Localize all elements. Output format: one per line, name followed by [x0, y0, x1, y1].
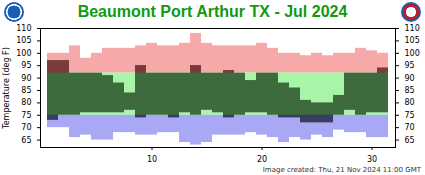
svg-text:100: 100 — [16, 49, 31, 58]
svg-text:95: 95 — [405, 61, 415, 70]
svg-text:90: 90 — [21, 74, 31, 83]
html-text:Image created: Thu, 21 Nov 202: Image created: Thu, 21 Nov 2024 11:00 GM… — [262, 166, 421, 174]
svg-text:90: 90 — [405, 74, 415, 83]
svg-text:20: 20 — [257, 155, 267, 164]
svg-text:65: 65 — [405, 136, 415, 145]
svg-text:Temperature (deg F): Temperature (deg F) — [2, 47, 11, 130]
svg-text:65: 65 — [21, 136, 31, 145]
svg-text:85: 85 — [21, 86, 31, 95]
svg-text:100: 100 — [405, 49, 420, 58]
svg-text:85: 85 — [405, 86, 415, 95]
svg-text:110: 110 — [16, 24, 31, 33]
svg-text:95: 95 — [21, 61, 31, 70]
svg-text:75: 75 — [21, 111, 31, 120]
svg-text:80: 80 — [21, 98, 31, 107]
svg-text:110: 110 — [405, 24, 420, 33]
svg-text:70: 70 — [21, 123, 31, 132]
svg-text:105: 105 — [16, 36, 31, 45]
html-text:Beaumont Port Arthur TX - Jul: Beaumont Port Arthur TX - Jul 2024 — [77, 3, 348, 20]
svg-text:105: 105 — [405, 36, 420, 45]
svg-text:70: 70 — [405, 123, 415, 132]
svg-text:75: 75 — [405, 111, 415, 120]
svg-text:80: 80 — [405, 98, 415, 107]
svg-text:30: 30 — [367, 155, 377, 164]
svg-text:10: 10 — [147, 155, 157, 164]
